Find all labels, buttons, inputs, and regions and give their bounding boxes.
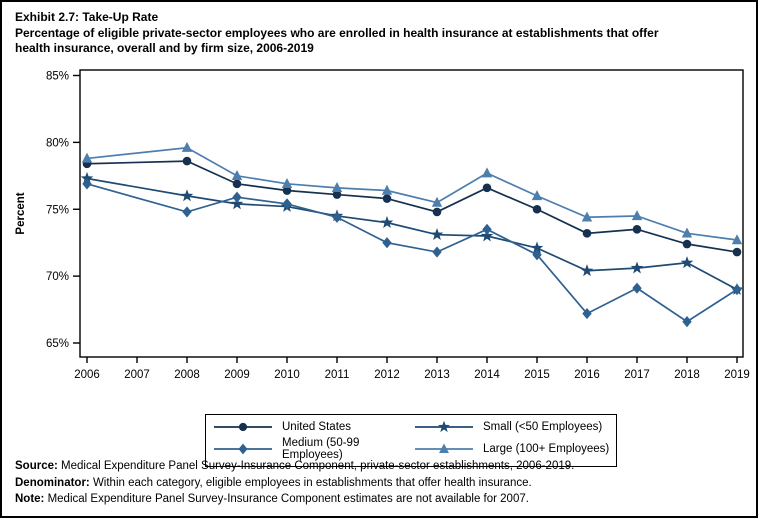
legend-item-united-states: United States [212, 419, 409, 435]
legend-item-large: Large (100+ Employees) [413, 437, 610, 461]
footnotes: Source: Medical Expenditure Panel Survey… [15, 458, 751, 508]
svg-text:Percent: Percent [15, 192, 27, 234]
footnote-source-label: Source: [15, 460, 58, 472]
svg-text:65%: 65% [46, 338, 69, 350]
footnote-denominator-label: Denominator: [15, 476, 90, 489]
legend-label: Medium (50-99 Employees) [282, 437, 360, 461]
svg-text:2018: 2018 [674, 369, 700, 381]
svg-text:75%: 75% [46, 204, 69, 216]
legend-label: Large (100+ Employees) [483, 443, 610, 455]
svg-text:2017: 2017 [624, 369, 650, 381]
page-title: Exhibit 2.7: Take-Up Rate [15, 10, 159, 24]
svg-text:70%: 70% [46, 271, 69, 283]
svg-text:2008: 2008 [174, 369, 200, 381]
legend-item-medium: Medium (50-99 Employees) [212, 437, 409, 461]
svg-text:80%: 80% [46, 137, 69, 149]
svg-text:2014: 2014 [474, 369, 500, 381]
svg-text:2012: 2012 [374, 369, 400, 381]
svg-text:2009: 2009 [224, 369, 250, 381]
page-subtitle-line1: Percentage of eligible private-sector em… [15, 25, 659, 40]
legend-swatch-circle-icon [214, 422, 272, 432]
svg-text:2015: 2015 [524, 369, 550, 381]
chart-canvas: 65% 70% 75% 80% 85% Percent 2006 2007 2008 2009 20… [15, 69, 750, 381]
footnote-note-text: Medical Expenditure Panel Survey-Insuran… [44, 493, 529, 506]
legend-label: Small (<50 Employees) [483, 421, 603, 433]
title-block: Exhibit 2.7: Take-Up Rate Percentage of … [15, 10, 745, 57]
legend-label: United States [282, 421, 352, 433]
footnote-denominator: Denominator: Within each category, eligi… [15, 475, 751, 492]
svg-text:85%: 85% [46, 71, 69, 83]
line-chart: 65% 70% 75% 80% 85% Percent 2006 2007 2008 2009 20… [2, 62, 756, 392]
svg-text:2010: 2010 [274, 369, 300, 381]
footnote-note-label: Note: [15, 493, 45, 506]
svg-text:2019: 2019 [724, 369, 750, 381]
legend-swatch-triangle-icon [415, 443, 473, 453]
page-subtitle-line2: health insurance, overall and by firm si… [15, 41, 314, 56]
legend-swatch-star-icon [415, 420, 473, 433]
svg-text:2013: 2013 [424, 369, 450, 381]
legend-swatch-diamond-icon [214, 443, 272, 455]
svg-text:2007: 2007 [124, 369, 150, 381]
footnote-denominator-text: Within each category, eligible employees… [89, 476, 532, 489]
svg-text:2016: 2016 [574, 369, 600, 381]
legend-item-small: Small (<50 Employees) [413, 419, 610, 435]
footnote-note: Note: Medical Expenditure Panel Survey-I… [15, 491, 751, 508]
svg-text:2011: 2011 [325, 369, 350, 381]
footnote-source-text: Medical Expenditure Panel Survey-Insuran… [57, 460, 575, 472]
chart-legend: United States Small (<50 Employees) Medi… [205, 414, 617, 467]
footnote-source: Source: Medical Expenditure Panel Survey… [15, 458, 751, 475]
svg-text:2006: 2006 [74, 369, 100, 381]
